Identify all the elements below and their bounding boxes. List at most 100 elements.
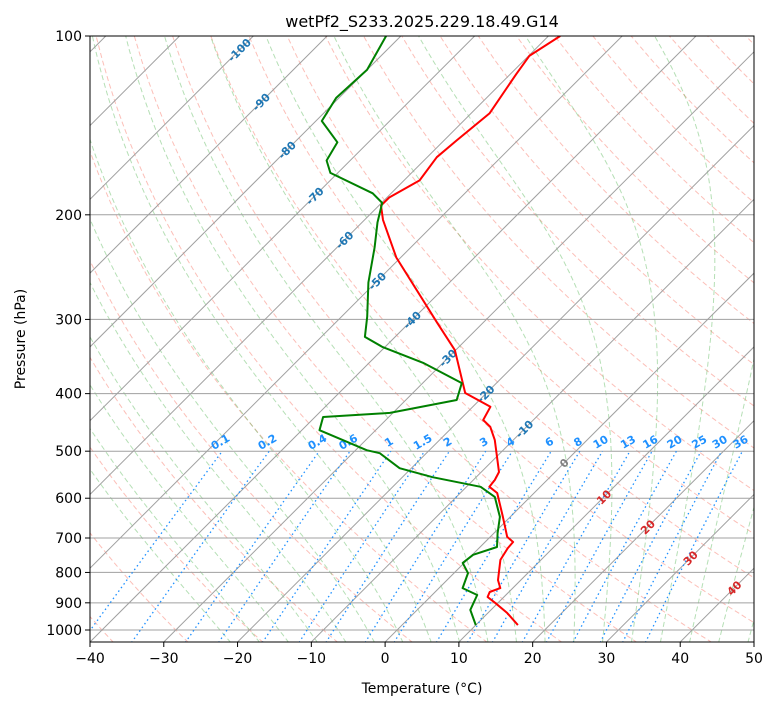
mixing-ratio-label: 0.2: [256, 432, 279, 453]
isotherm-gridline: [90, 36, 549, 496]
mixing-ratio-label: 1.5: [411, 432, 434, 453]
y-tick-label: 300: [55, 312, 82, 328]
y-tick-label: 700: [55, 531, 82, 547]
isotherm-gridline: [384, 272, 754, 642]
axes: −40 −30 −20 −10 0 10 20 30 40 5010020030040050060…: [46, 29, 763, 667]
mixing-ratio-label: 16: [640, 433, 660, 452]
isotherm-label: -100: [225, 36, 254, 65]
x-tick-label: 50: [745, 651, 763, 667]
moist-adiabat: [90, 383, 289, 642]
x-tick-label: 0: [381, 651, 390, 667]
isotherm-gridline: [90, 36, 402, 348]
moist-adiabat: [210, 36, 517, 642]
moist-adiabat: [90, 427, 261, 642]
x-tick-label: −10: [297, 651, 327, 667]
y-tick-label: 600: [55, 491, 82, 507]
dry-adiabat: [707, 36, 754, 85]
moist-adiabat: [164, 36, 489, 642]
x-tick-label: 20: [524, 651, 542, 667]
isotherm-gridline: [90, 36, 476, 422]
dry-adiabat: [630, 36, 754, 164]
mixing-ratio-line: [298, 450, 426, 642]
dry-adiabat: [554, 36, 754, 244]
plot-frame: [89, 35, 755, 643]
dry-adiabat: [745, 36, 754, 46]
dry-adiabat: [90, 532, 189, 642]
mixing-ratio-line: [262, 450, 392, 642]
mixing-ratio-line: [218, 450, 351, 642]
dry-adiabat: [477, 36, 754, 325]
mixing-ratio-label: 8: [571, 435, 584, 450]
dry-adiabat: [172, 36, 713, 642]
moist-adiabat: [90, 137, 404, 642]
y-tick-label: 100: [55, 29, 82, 45]
dry-adiabat: [439, 36, 754, 366]
isotherm-gridline: [90, 36, 697, 642]
mixing-ratio-label: 1: [382, 435, 395, 450]
isotherm-gridline: [605, 493, 754, 642]
y-tick-label: 200: [55, 208, 82, 224]
dry-adiabat: [248, 36, 754, 579]
y-axis-label: Pressure (hPa): [13, 289, 29, 389]
dry-adiabat: [363, 36, 754, 449]
mixing-ratio-label: 3: [477, 435, 490, 450]
mixing-ratio-label: 2: [441, 435, 454, 450]
x-tick-label: −30: [149, 651, 179, 667]
mixing-ratio-label: 0.4: [306, 431, 330, 452]
x-axis-label: Temperature (°C): [361, 681, 483, 697]
mixing-ratio-line: [435, 450, 552, 642]
dry-adiabat: [516, 36, 754, 284]
y-tick-label: 800: [55, 565, 82, 581]
moist-adiabat: [90, 468, 231, 642]
moist-adiabat: [125, 36, 461, 642]
x-tick-label: 40: [671, 651, 689, 667]
moist-adiabat: [90, 281, 347, 642]
dewpoint-profile-line: [318, 36, 501, 626]
mixing-ratio-line: [393, 450, 513, 642]
isotherm-gridline: [236, 124, 754, 642]
dry-adiabat: [668, 36, 754, 125]
mixing-ratio-label: 6: [543, 434, 556, 449]
mixing-ratio-line: [622, 450, 723, 642]
isotherm-gridline: [310, 198, 754, 642]
x-tick-label: −20: [223, 651, 253, 667]
dry-adiabat: [90, 259, 413, 642]
mixing-ratio-line: [364, 450, 487, 642]
temperature-profile-line: [380, 36, 561, 626]
mixing-ratio-label: 0.1: [209, 432, 232, 453]
isotherm-label: -80: [276, 138, 299, 161]
moist-adiabat: [524, 36, 659, 642]
mixing-ratio-line: [184, 450, 320, 642]
mixing-ratio-label: 20: [665, 433, 685, 452]
moist-adiabat: [91, 36, 432, 642]
y-tick-label: 900: [55, 596, 82, 612]
dry-adiabat: [210, 36, 754, 624]
x-tick-label: 30: [598, 651, 616, 667]
mixing-ratio-label: 13: [618, 433, 638, 452]
x-tick-label: −40: [75, 651, 105, 667]
mixing-ratio-line: [325, 450, 450, 642]
mixing-ratio-label: 25: [689, 433, 709, 452]
isotherm-gridline: [531, 419, 754, 642]
mixing-ratio-line: [644, 450, 743, 642]
mixing-ratio-label: 10: [591, 433, 611, 452]
background-lines: [90, 36, 754, 642]
moist-adiabat: [90, 217, 375, 642]
mixing-ratio-line: [90, 450, 223, 632]
y-tick-label: 500: [55, 444, 82, 460]
y-tick-label: 400: [55, 387, 82, 403]
dry-adiabat: [90, 149, 488, 642]
isotherm-gridline: [458, 346, 754, 642]
dry-adiabat: [324, 36, 754, 492]
moist-adiabat: [654, 36, 716, 642]
chart-title: wetPf2_S233.2025.229.18.49.G14: [285, 12, 559, 32]
moist-adiabat: [418, 36, 613, 642]
dry-adiabat: [592, 36, 754, 204]
mixing-ratio-label: 36: [731, 433, 751, 452]
y-tick-label: 1000: [46, 623, 82, 639]
mixing-ratio-line: [131, 450, 270, 642]
dry-adiabat: [90, 446, 264, 642]
dry-adiabat: [90, 356, 339, 642]
mixing-ratio-line: [467, 450, 581, 642]
